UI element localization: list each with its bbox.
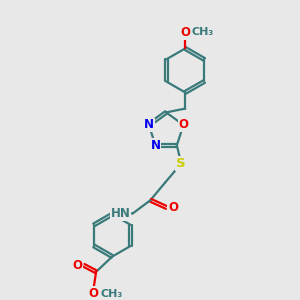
Text: O: O <box>89 287 99 300</box>
Text: O: O <box>178 118 188 131</box>
Text: O: O <box>168 201 178 214</box>
Text: N: N <box>150 139 161 152</box>
Text: CH₃: CH₃ <box>100 289 122 298</box>
Text: O: O <box>180 26 190 39</box>
Text: S: S <box>176 157 186 170</box>
Text: HN: HN <box>111 207 130 220</box>
Text: CH₃: CH₃ <box>192 27 214 37</box>
Text: O: O <box>72 259 82 272</box>
Text: N: N <box>144 118 154 131</box>
